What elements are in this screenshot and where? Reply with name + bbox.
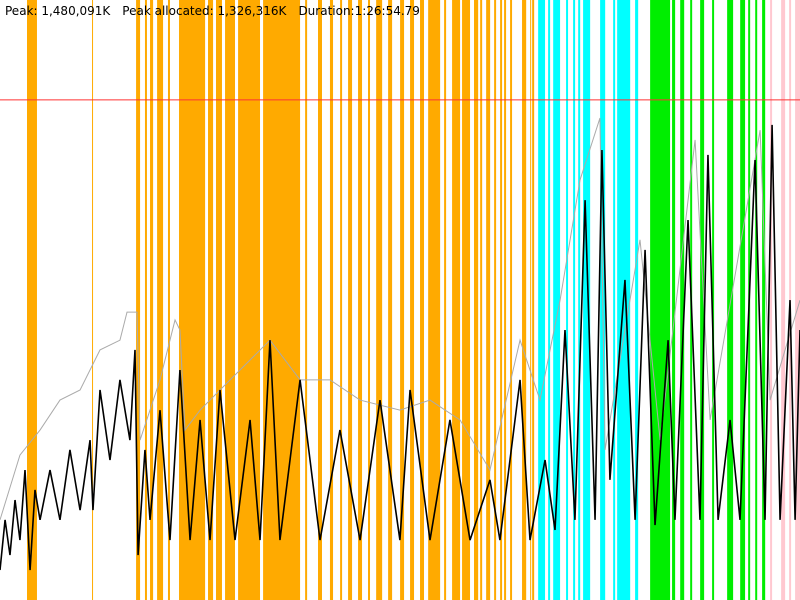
event-band	[368, 0, 371, 600]
event-band	[712, 0, 715, 600]
event-band	[770, 0, 773, 600]
event-band	[573, 0, 576, 600]
event-band	[553, 0, 561, 600]
event-band	[474, 0, 479, 600]
event-band	[428, 0, 441, 600]
event-band	[420, 0, 425, 600]
event-band	[762, 0, 766, 600]
event-band	[530, 0, 532, 600]
event-band	[263, 0, 301, 600]
event-band	[680, 0, 685, 600]
event-band	[388, 0, 393, 600]
event-band	[215, 0, 222, 600]
event-band	[538, 0, 546, 600]
allocated-memory-line	[0, 117, 800, 521]
event-band	[150, 0, 154, 600]
event-band	[462, 0, 471, 600]
event-band	[444, 0, 447, 600]
event-band	[650, 0, 671, 600]
peak-allocated-label: Peak allocated: 1,326,316K	[122, 4, 287, 18]
event-band	[566, 0, 569, 600]
event-band	[225, 0, 236, 600]
event-band	[494, 0, 497, 600]
event-band	[480, 0, 483, 600]
event-band	[144, 0, 147, 600]
event-band	[340, 0, 343, 600]
event-band	[510, 0, 513, 600]
event-band	[136, 0, 141, 600]
event-band	[635, 0, 639, 600]
event-band	[548, 0, 551, 600]
event-band	[26, 0, 37, 600]
event-band	[452, 0, 461, 600]
event-band	[410, 0, 415, 600]
event-band	[305, 0, 308, 600]
event-band	[92, 0, 94, 600]
event-band	[700, 0, 705, 600]
event-band	[318, 0, 322, 600]
event-band	[208, 0, 214, 600]
event-band	[376, 0, 383, 600]
event-band	[727, 0, 734, 600]
chart-header: Peak: 1,480,091K Peak allocated: 1,326,31…	[5, 4, 432, 18]
event-band	[238, 0, 261, 600]
duration-label: Duration:1:26:54.79	[298, 4, 420, 18]
used-memory-line	[0, 124, 800, 571]
event-band	[789, 0, 792, 600]
event-band	[329, 0, 334, 600]
event-band	[578, 0, 581, 600]
event-band	[781, 0, 786, 600]
event-band	[500, 0, 503, 600]
event-band	[486, 0, 491, 600]
event-band	[400, 0, 405, 600]
event-band	[167, 0, 170, 600]
event-band	[613, 0, 616, 600]
event-band	[740, 0, 746, 600]
event-band	[672, 0, 676, 600]
event-band	[755, 0, 758, 600]
event-band	[583, 0, 591, 600]
peak-label: Peak: 1,480,091K	[5, 4, 111, 18]
event-band	[522, 0, 527, 600]
event-band	[348, 0, 353, 600]
event-band	[795, 0, 800, 600]
event-band	[532, 0, 535, 600]
event-band	[358, 0, 363, 600]
event-band	[157, 0, 164, 600]
event-band	[504, 0, 507, 600]
